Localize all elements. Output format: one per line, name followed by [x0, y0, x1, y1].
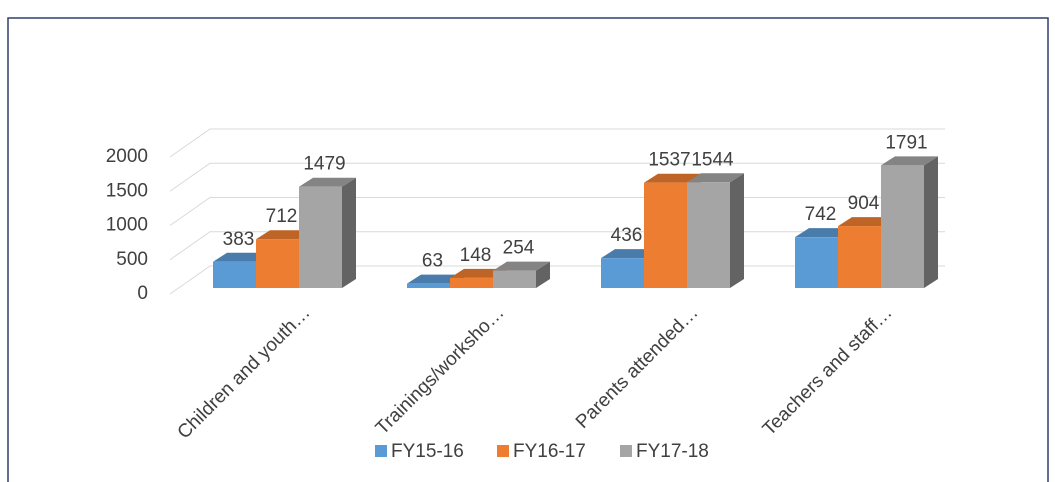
bar — [299, 177, 356, 288]
bar-front — [881, 165, 924, 288]
y-tick-label: 1500 — [106, 180, 148, 201]
y-tick-label: 0 — [137, 283, 148, 304]
bar-front — [838, 226, 881, 288]
bar-front — [299, 186, 342, 288]
bar-top — [493, 261, 550, 271]
data-label: 742 — [805, 204, 837, 225]
data-label: 904 — [848, 193, 880, 214]
data-label: 254 — [503, 238, 535, 259]
x-tick-label: Trainings/worksho… — [372, 302, 509, 439]
bar-side — [730, 173, 744, 288]
y-tick-label: 1000 — [106, 215, 148, 236]
bar-front — [601, 258, 644, 288]
legend-label: FY15-16 — [391, 441, 464, 462]
bar-side — [924, 156, 938, 288]
bar-side — [342, 177, 356, 288]
bar-top — [299, 177, 356, 187]
bar-top — [795, 228, 852, 238]
grid-line — [169, 162, 945, 192]
bar-side — [536, 261, 550, 288]
data-label: 1544 — [691, 149, 734, 170]
x-tick-label: Teachers and staff… — [759, 302, 897, 440]
legend-swatch — [620, 445, 632, 457]
legend-swatch — [497, 445, 509, 457]
x-tick-label: Children and youth… — [174, 302, 315, 443]
y-tick-label: 2000 — [106, 146, 148, 167]
bar — [881, 156, 938, 288]
bar-top — [213, 252, 270, 262]
bar-top — [601, 249, 658, 259]
x-tick-label: Parents attended… — [572, 302, 703, 433]
data-label: 1479 — [303, 154, 345, 175]
legend-swatch — [375, 445, 387, 457]
legend-label: FY17-18 — [636, 441, 709, 462]
bar-front — [687, 182, 730, 288]
bar-top — [687, 173, 744, 183]
legend-label: FY16-17 — [513, 441, 586, 462]
bar-front — [256, 239, 299, 288]
chart-frame — [7, 17, 1049, 482]
bar-top — [407, 274, 464, 284]
bar — [687, 173, 744, 288]
data-label: 712 — [266, 206, 298, 227]
data-label: 1791 — [885, 132, 927, 153]
bar-top — [256, 230, 313, 240]
bar-top — [838, 217, 895, 227]
data-label: 63 — [422, 251, 443, 272]
data-label: 1537 — [648, 150, 690, 171]
bar-front — [213, 261, 256, 288]
data-label: 383 — [223, 229, 255, 250]
y-tick-label: 500 — [116, 249, 148, 270]
bar-front — [407, 283, 450, 288]
bar-top — [881, 156, 938, 166]
bar-front — [795, 237, 838, 288]
bar-front — [493, 270, 536, 288]
bar-top — [450, 268, 507, 278]
grid-line — [169, 128, 945, 158]
bar-front — [450, 277, 493, 288]
bar — [493, 261, 550, 288]
bar-top — [644, 173, 701, 183]
data-label: 148 — [460, 245, 492, 266]
data-label: 436 — [611, 225, 643, 246]
bar-front — [644, 182, 687, 288]
